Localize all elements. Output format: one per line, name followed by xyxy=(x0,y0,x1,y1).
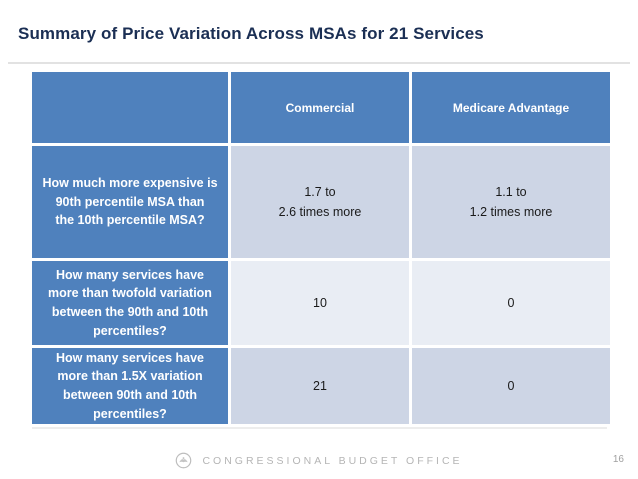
cell-value: 0 xyxy=(507,296,515,310)
table-cell-medicare-advantage: 0 xyxy=(412,261,610,345)
column-header-label: Medicare Advantage xyxy=(452,100,570,115)
row-label-text: How much more expensive is 90th percenti… xyxy=(42,175,218,228)
table-cell-commercial: 21 xyxy=(231,348,409,424)
page-number: 16 xyxy=(612,454,624,465)
cell-value: 0 xyxy=(507,379,515,393)
row-label-text: How many services have more than twofold… xyxy=(48,267,212,338)
page-title: Summary of Price Variation Across MSAs f… xyxy=(18,24,484,43)
table-cell-commercial: 1.7 to 2.6 times more xyxy=(231,146,409,258)
table-cell-commercial: 10 xyxy=(231,261,409,345)
row-label-text: How many services have more than 1.5X va… xyxy=(56,350,204,421)
table-bottom-shadow xyxy=(32,427,607,429)
header-cell-empty xyxy=(32,72,228,143)
table-row-label: How much more expensive is 90th percenti… xyxy=(32,146,228,258)
header-cell-medicare-advantage: Medicare Advantage xyxy=(412,72,610,143)
cell-value: 1.7 to 2.6 times more xyxy=(278,185,362,219)
header-cell-commercial: Commercial xyxy=(231,72,409,143)
cell-value: 10 xyxy=(313,296,327,310)
footer-org-name: CONGRESSIONAL BUDGET OFFICE xyxy=(202,454,463,467)
price-variation-table: Commercial Medicare Advantage How much m… xyxy=(32,72,610,424)
table-cell-medicare-advantage: 1.1 to 1.2 times more xyxy=(412,146,610,258)
table-cell-medicare-advantage: 0 xyxy=(412,348,610,424)
title-divider xyxy=(8,62,630,64)
column-header-label: Commercial xyxy=(285,100,355,115)
table-row-label: How many services have more than 1.5X va… xyxy=(32,348,228,424)
slide-footer: CONGRESSIONAL BUDGET OFFICE xyxy=(0,452,638,469)
cbo-eagle-logo-icon xyxy=(176,452,192,469)
table-row-label: How many services have more than twofold… xyxy=(32,261,228,345)
cell-value: 21 xyxy=(313,379,327,393)
cell-value: 1.1 to 1.2 times more xyxy=(469,185,553,219)
